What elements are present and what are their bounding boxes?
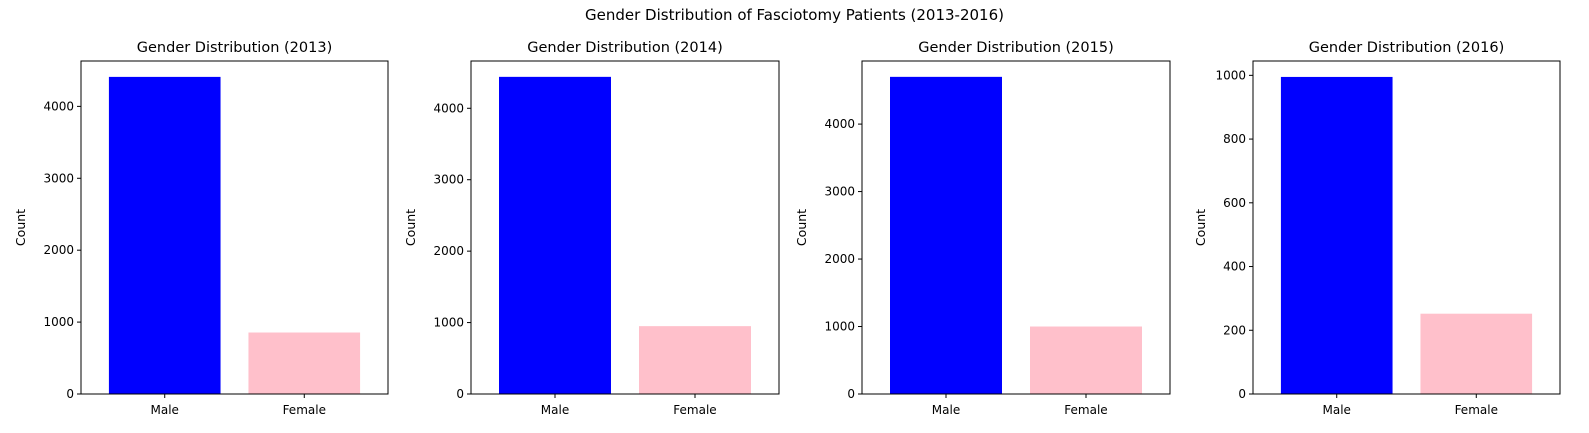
y-tick-label: 800	[1223, 132, 1246, 146]
y-tick-label: 3000	[43, 171, 74, 185]
bar-male	[108, 76, 221, 394]
bar-male	[890, 76, 1002, 394]
y-tick-label: 0	[66, 387, 74, 401]
x-tick-label: Female	[1455, 403, 1498, 417]
x-tick-label: Male	[1323, 403, 1351, 417]
y-axis-label: Count	[794, 209, 809, 246]
y-tick-label: 2000	[433, 244, 464, 258]
axes-frame	[80, 60, 389, 395]
y-tick-label: 0	[1238, 387, 1246, 401]
y-tick-label: 4000	[433, 101, 464, 115]
figure-suptitle: Gender Distribution of Fasciotomy Patien…	[585, 6, 1004, 24]
y-tick-label: 1000	[824, 320, 855, 334]
x-tick-label: Male	[932, 403, 960, 417]
subplot-title: Gender Distribution (2015)	[918, 40, 1113, 56]
y-axis-label: Count	[403, 209, 418, 246]
y-tick-label: 3000	[433, 173, 464, 187]
y-tick-label: 0	[847, 387, 855, 401]
y-tick-label: 2000	[43, 243, 74, 257]
axes-frame	[861, 60, 1171, 395]
x-tick-label: Female	[1064, 403, 1107, 417]
x-tick-label: Male	[151, 403, 179, 417]
y-tick-label: 4000	[824, 117, 855, 131]
y-tick-label: 400	[1223, 260, 1246, 274]
y-tick-label: 1000	[43, 315, 74, 329]
y-axis-label: Count	[13, 209, 28, 246]
x-tick-label: Male	[541, 403, 569, 417]
bar-female	[248, 332, 361, 394]
y-axis-label: Count	[1193, 209, 1208, 246]
y-tick-label: 0	[456, 387, 464, 401]
subplot-title: Gender Distribution (2016)	[1309, 40, 1504, 56]
y-tick-label: 3000	[824, 185, 855, 199]
axes-frame	[470, 60, 780, 395]
x-tick-label: Female	[283, 403, 326, 417]
y-tick-label: 4000	[43, 99, 74, 113]
y-tick-label: 600	[1223, 196, 1246, 210]
axes-frame	[1252, 60, 1561, 395]
y-tick-label: 1000	[433, 316, 464, 330]
subplot-title: Gender Distribution (2014)	[527, 40, 722, 56]
bar-male	[499, 76, 611, 394]
bar-female	[639, 326, 751, 394]
y-tick-label: 1000	[1215, 68, 1246, 82]
y-tick-label: 200	[1223, 323, 1246, 337]
subplot-title: Gender Distribution (2013)	[137, 40, 332, 56]
y-tick-label: 2000	[824, 252, 855, 266]
bar-female	[1420, 313, 1533, 394]
bar-female	[1030, 326, 1142, 394]
x-tick-label: Female	[673, 403, 716, 417]
bar-male	[1280, 76, 1393, 394]
